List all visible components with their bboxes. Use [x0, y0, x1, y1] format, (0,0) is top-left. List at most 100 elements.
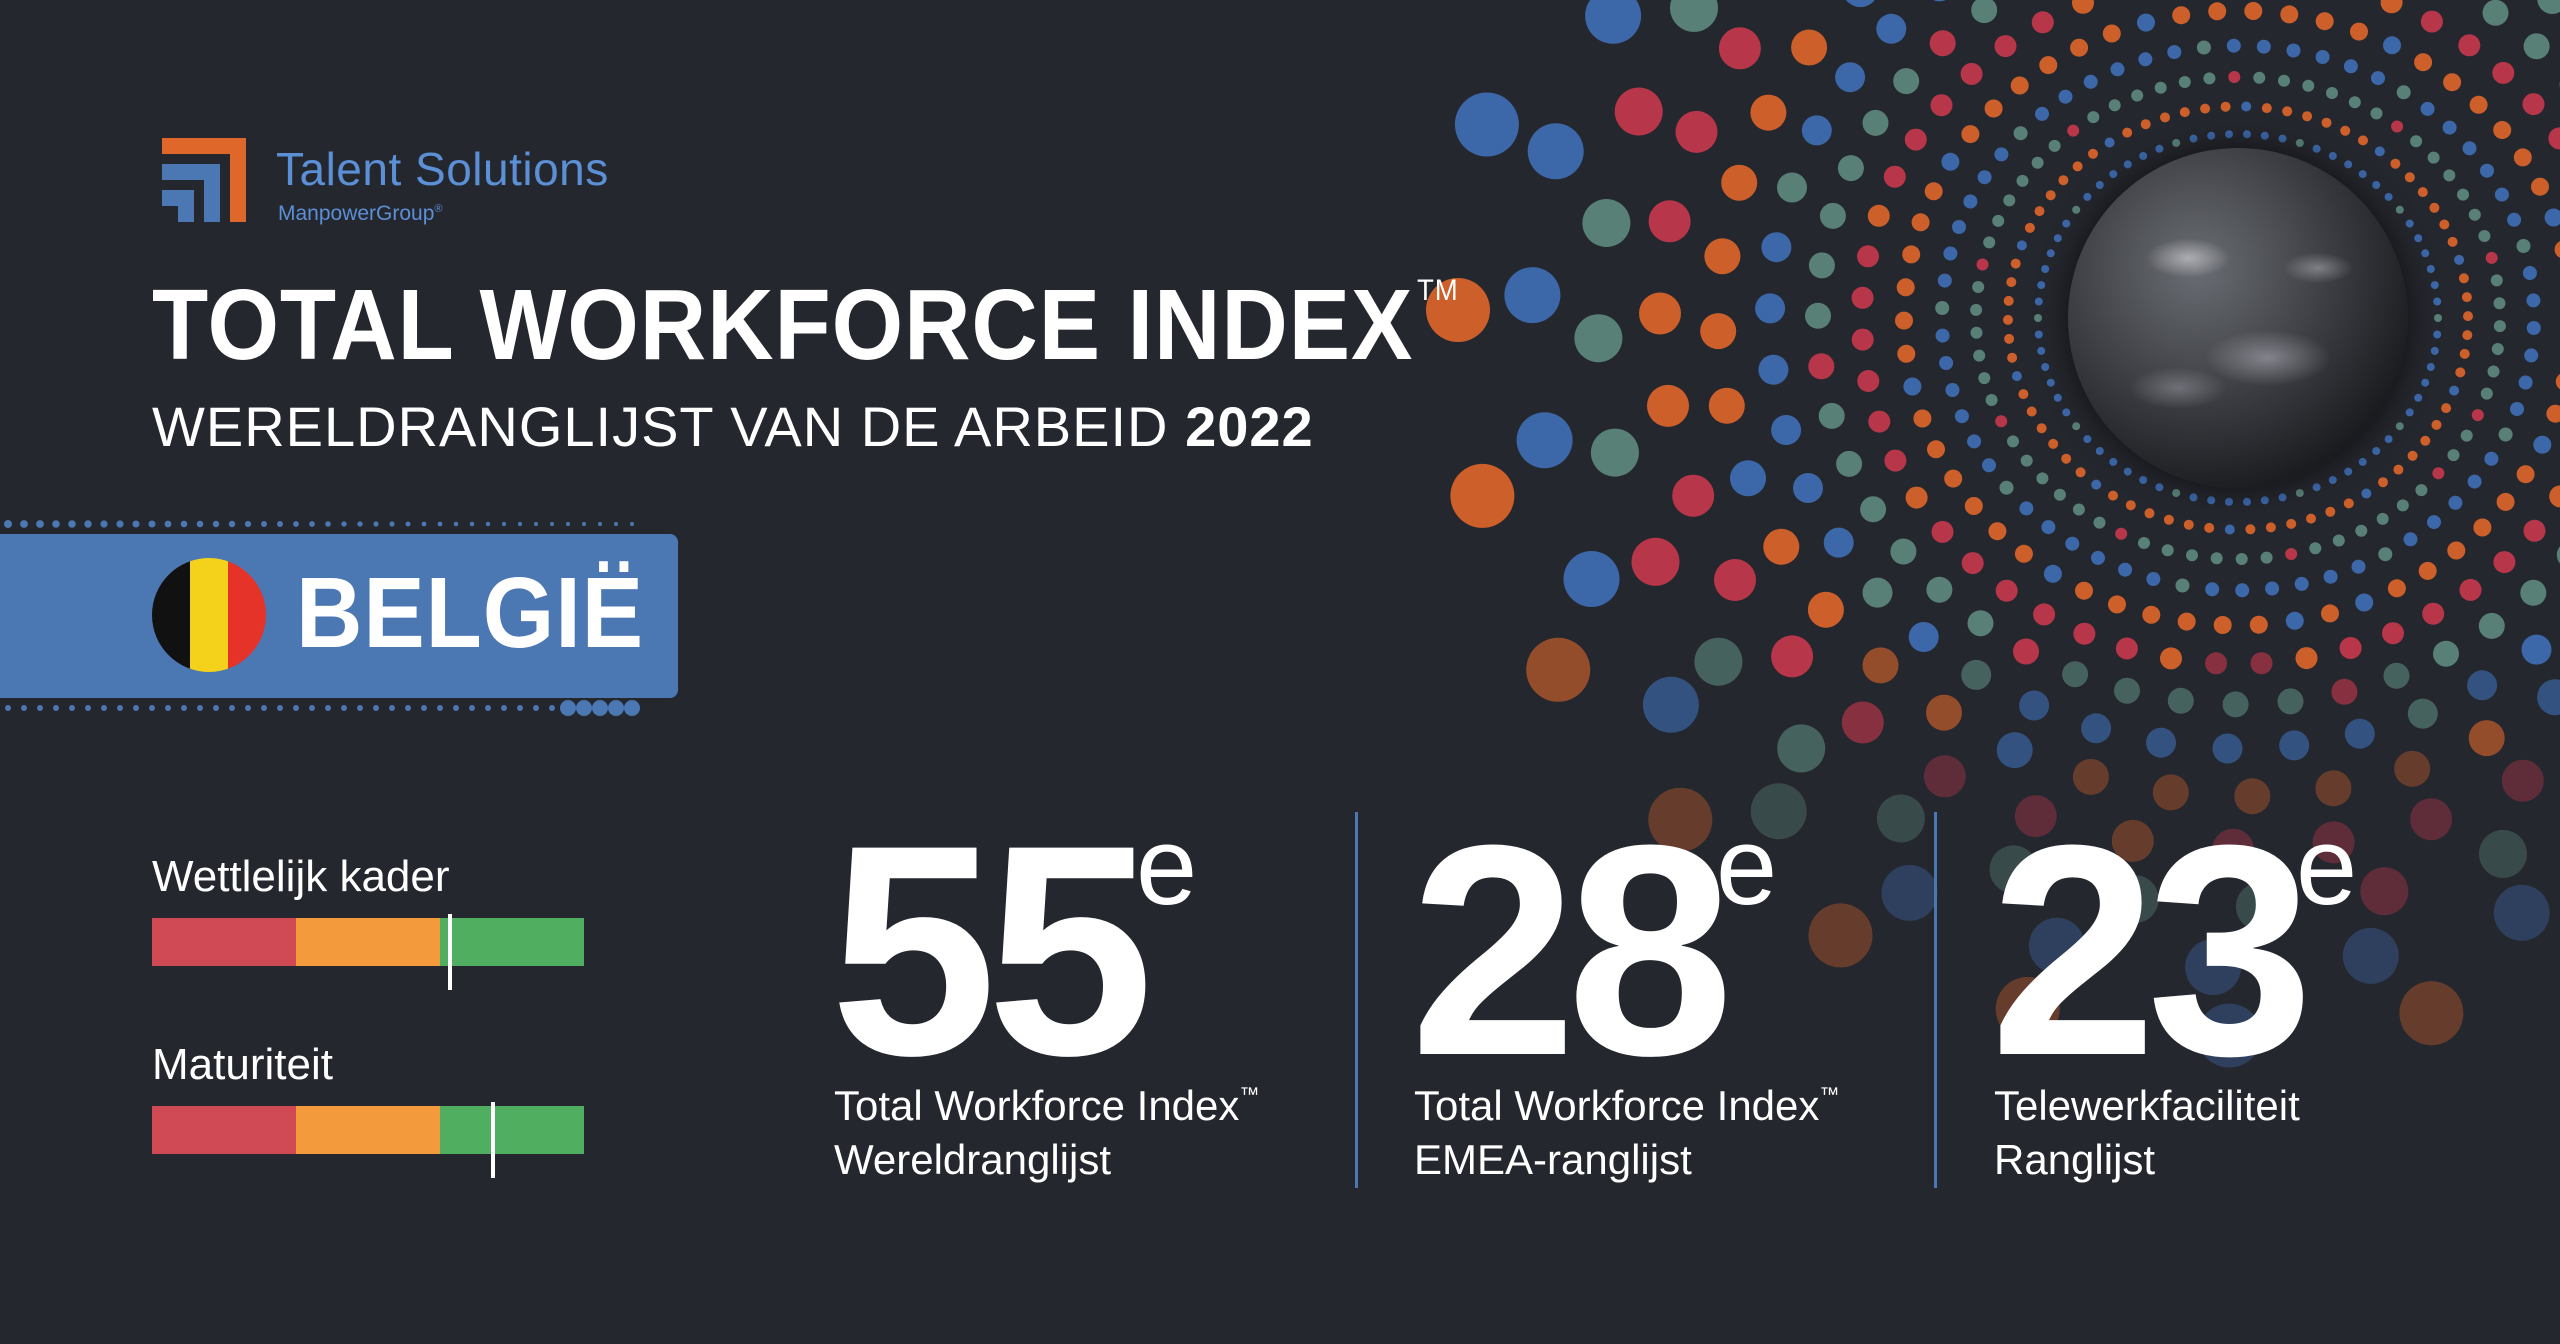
decor-dot: [1631, 537, 1680, 586]
decor-dot: [1614, 87, 1663, 136]
decor-dot: [517, 705, 523, 711]
decor-dot: [2391, 120, 2404, 133]
decor-dot: [1808, 252, 1835, 279]
decor-dot: [2138, 537, 2150, 549]
decor-dot: [2343, 59, 2358, 74]
decor-dot: [2523, 519, 2546, 542]
decor-dot: [2315, 770, 2352, 807]
decor-dot: [1818, 402, 1845, 429]
rank-sublabel: Ranglijst: [1994, 1136, 2156, 1183]
decor-dot: [2155, 483, 2164, 492]
decor-dot: [245, 705, 251, 711]
scale-bar: [152, 1106, 584, 1154]
decor-dot: [1763, 528, 1800, 565]
decor-dot: [1994, 35, 2017, 58]
decor-dot: [533, 705, 539, 711]
decor-dot: [2524, 348, 2539, 363]
decor-dot: [2493, 884, 2550, 941]
decor-dot: [421, 521, 427, 527]
decor-dot: [2520, 579, 2547, 606]
decor-dot: [2155, 144, 2164, 153]
decor-dot: [1791, 29, 1828, 66]
decor-dot: [2102, 24, 2121, 43]
decor-dot: [1851, 328, 1874, 351]
decor-dot: [517, 521, 523, 527]
rank-suffix: e: [1136, 805, 1198, 928]
decor-dot: [2479, 829, 2527, 878]
decor-dot: [2183, 519, 2194, 530]
decor-dot: [2278, 493, 2287, 502]
scale-segment-high: [440, 918, 584, 966]
decor-dot: [2163, 514, 2174, 525]
decor-dot: [2279, 730, 2310, 761]
decor-dot: [2154, 81, 2167, 94]
decor-dot: [2430, 346, 2439, 355]
decor-dot: [2518, 375, 2533, 390]
decor-dot: [2455, 367, 2466, 378]
decor-dot: [2144, 508, 2155, 519]
decor-dot: [1755, 293, 1786, 324]
decor-dot: [1750, 94, 1787, 131]
scale-marker: [448, 914, 453, 990]
decor-dot: [2073, 622, 2096, 645]
decor-dot: [2531, 177, 2549, 196]
decor-dot: [2378, 477, 2388, 488]
decor-dot: [164, 520, 172, 528]
decor-dot: [2108, 99, 2121, 112]
decor-dot: [2442, 120, 2457, 135]
country-banner: BELGIË: [0, 534, 678, 698]
decor-dot: [2256, 39, 2271, 54]
decor-dot: [2131, 89, 2144, 102]
decor-dot: [2007, 435, 2019, 448]
decor-dot: [2014, 795, 2057, 838]
decor-dot: [2513, 148, 2532, 167]
decor-dot: [2544, 208, 2560, 227]
decor-dot: [2376, 512, 2389, 525]
decor-dot: [2556, 546, 2560, 564]
decor-dot: [2212, 733, 2243, 764]
decor-dot: [2036, 472, 2049, 485]
decor-dot: [2115, 637, 2138, 660]
decor-dot: [1995, 415, 2008, 428]
decor-dot: [1960, 62, 1983, 85]
scale-segment-low: [152, 918, 296, 966]
decor-dot: [2161, 544, 2174, 557]
decor-dot: [1985, 394, 1998, 406]
decor-dot: [2467, 670, 2498, 701]
decor-dot: [2167, 687, 2194, 714]
decor-dot: [1905, 486, 1928, 509]
decor-dot: [197, 705, 203, 711]
decor-dot: [180, 520, 188, 528]
decor-dot: [2321, 117, 2332, 128]
decor-dot: [2537, 0, 2560, 14]
decor-dot: [2468, 208, 2481, 221]
decor-dot: [325, 521, 331, 527]
decor-dot: [560, 700, 576, 716]
decor-dot: [2382, 622, 2404, 645]
decor-dot: [2390, 158, 2401, 169]
decor-dot: [2014, 544, 2033, 563]
decor-dot: [261, 705, 267, 711]
decor-dot: [2325, 506, 2336, 517]
decor-dot: [2222, 691, 2249, 718]
decor-dot: [2062, 408, 2071, 417]
decor-dot: [2123, 160, 2132, 169]
decor-dot: [229, 705, 235, 711]
decor-dot: [2095, 447, 2104, 455]
decor-dot: [1639, 292, 1681, 335]
decor-dot: [2374, 146, 2385, 157]
decor-dot: [2083, 435, 2092, 444]
decor-dot: [2013, 638, 2039, 665]
decor-dot: [1867, 204, 1890, 227]
decor-dot: [2361, 488, 2372, 499]
decor-dot: [2018, 389, 2029, 400]
decor-dot: [132, 520, 140, 528]
decor-dot: [614, 522, 618, 526]
decor-dot: [1805, 302, 1831, 329]
decor-dot: [2339, 637, 2362, 659]
decor-dot: [2016, 174, 2029, 187]
decor-dot: [2146, 727, 2176, 758]
decor-dot: [501, 521, 507, 527]
decor-dot: [2459, 348, 2470, 359]
decor-dot: [2053, 488, 2066, 501]
